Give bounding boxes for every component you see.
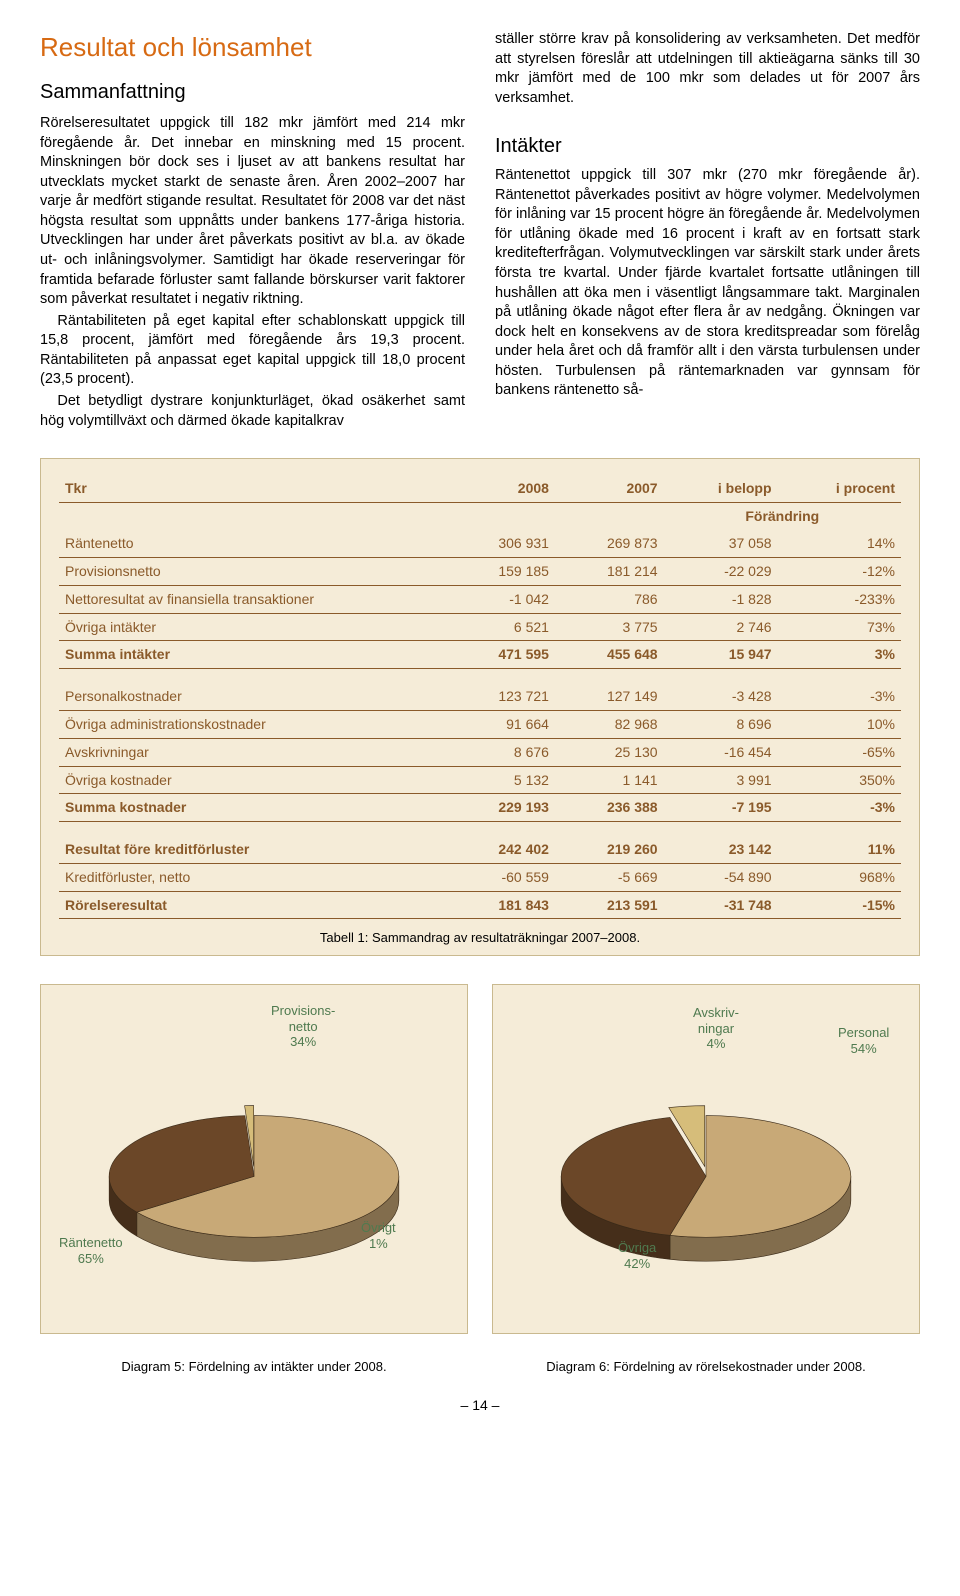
table-row: Övriga kostnader5 1321 1413 991350% — [59, 766, 901, 794]
table-row: Nettoresultat av finansiella transaktion… — [59, 585, 901, 613]
left-para-2: Det betydligt dystrare konjunkturläget, … — [40, 392, 465, 431]
summary-table: Förändring Tkr 2008 2007 i belopp i proc… — [59, 475, 901, 919]
table-row: Rörelseresultat181 843213 591-31 748-15% — [59, 891, 901, 919]
table-row: Provisionsnetto159 185181 214-22 029-12% — [59, 557, 901, 585]
right-para: Räntenettot uppgick till 307 mkr (270 mk… — [495, 166, 920, 401]
sub-title: Sammanfattning — [40, 79, 465, 106]
right-section-title: Intäkter — [495, 133, 920, 160]
table-caption: Tabell 1: Sammandrag av resultaträkninga… — [59, 929, 901, 947]
col-3: i belopp — [664, 475, 778, 502]
table-row: Övriga intäkter6 5213 7752 74673% — [59, 613, 901, 641]
table-row: Resultat före kreditförluster242 402219 … — [59, 836, 901, 863]
page-number: – 14 – — [40, 1396, 920, 1415]
chart-6-box: Personal54% Övriga42% Avskriv-ningar4% — [492, 984, 920, 1334]
table-row: Personalkostnader123 721127 149-3 428-3% — [59, 683, 901, 710]
pie-label: Övrigt1% — [361, 1220, 396, 1251]
summary-table-box: Förändring Tkr 2008 2007 i belopp i proc… — [40, 458, 920, 956]
chart-5-caption: Diagram 5: Fördelning av intäkter under … — [40, 1358, 468, 1376]
col-2: 2007 — [555, 475, 664, 502]
chart-5-box: Räntenetto65% Provisions-netto34% Övrigt1% — [40, 984, 468, 1334]
pie-label: Provisions-netto34% — [271, 1003, 335, 1050]
table-row: Avskrivningar8 67625 130-16 454-65% — [59, 738, 901, 766]
pie-chart — [41, 985, 467, 1333]
chart-6-caption: Diagram 6: Fördelning av rörelsekostnade… — [492, 1358, 920, 1376]
pie-label: Räntenetto65% — [59, 1235, 123, 1266]
table-row: Summa intäkter471 595455 64815 9473% — [59, 641, 901, 669]
table-row: Övriga administrationskostnader91 66482 … — [59, 710, 901, 738]
col-1: 2008 — [446, 475, 555, 502]
left-column: Resultat och lönsamhet Sammanfattning Rö… — [40, 30, 465, 433]
table-row: Kreditförluster, netto-60 559-5 669-54 8… — [59, 863, 901, 891]
table-row: Summa kostnader229 193236 388-7 195-3% — [59, 794, 901, 822]
table-row: Räntenetto306 931269 87337 05814% — [59, 530, 901, 557]
right-top-para: ställer större krav på konsolidering av … — [495, 30, 920, 108]
pie-label: Personal54% — [838, 1025, 889, 1056]
left-para-1: Räntabiliteten på eget kapital efter sch… — [40, 312, 465, 390]
left-para-0: Rörelseresultatet uppgick till 182 mkr j… — [40, 114, 465, 310]
change-header: Förändring — [664, 502, 901, 529]
main-title: Resultat och lönsamhet — [40, 30, 465, 65]
col-0: Tkr — [59, 475, 446, 502]
col-4: i procent — [778, 475, 901, 502]
pie-label: Avskriv-ningar4% — [693, 1005, 739, 1052]
right-column: ställer större krav på konsolidering av … — [495, 30, 920, 433]
pie-label: Övriga42% — [618, 1240, 656, 1271]
